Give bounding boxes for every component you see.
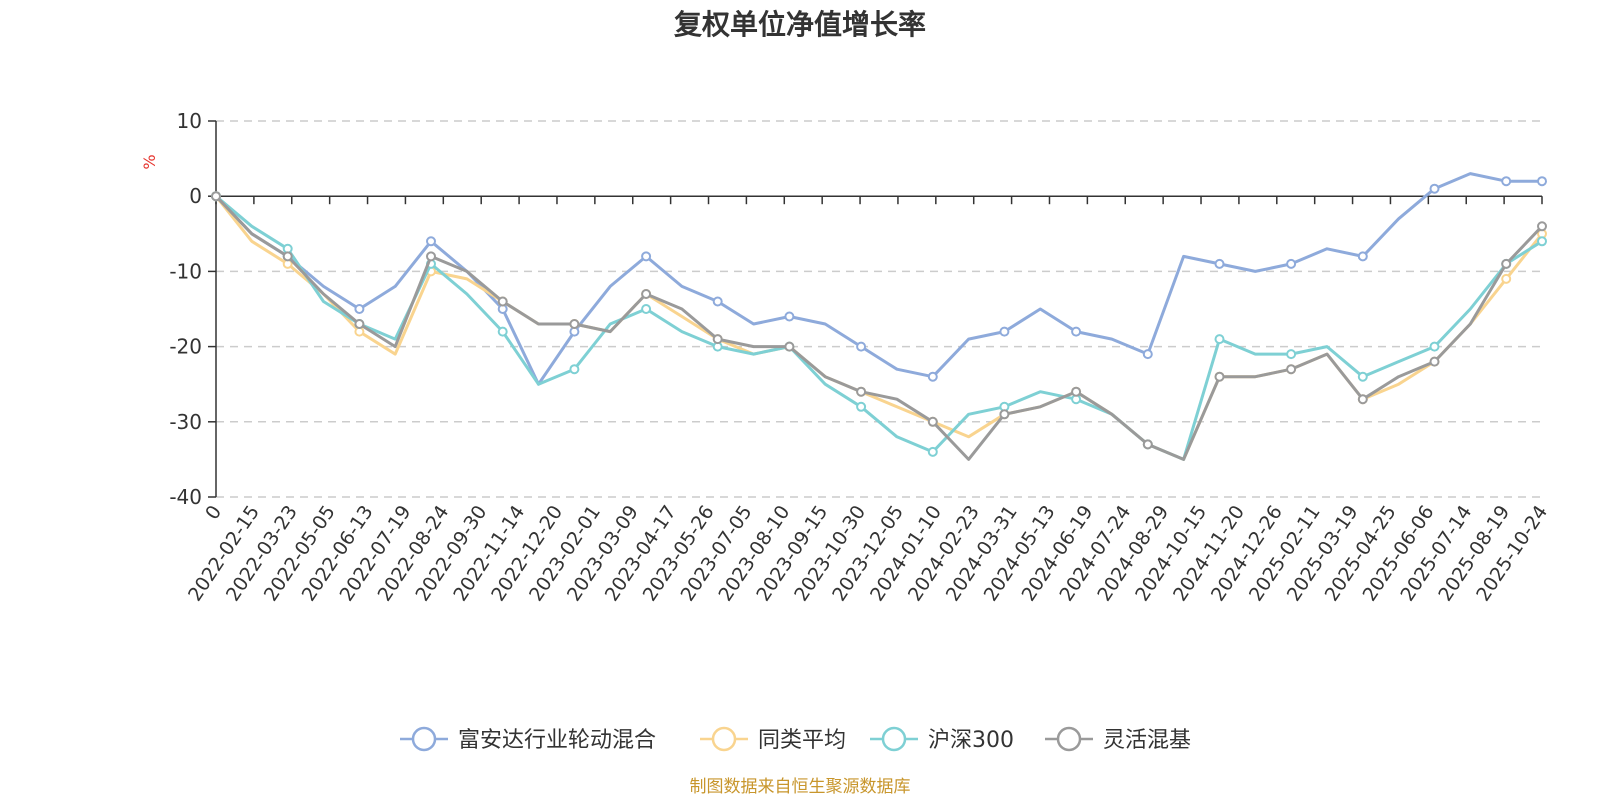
legend-label: 灵活混基 (1103, 728, 1191, 753)
data-point (1357, 371, 1368, 382)
x-tick-label: 0 (201, 501, 226, 523)
data-point (1501, 258, 1512, 269)
legend-item-3[interactable]: 灵活混基 (1045, 726, 1191, 753)
y-tick-label: -40 (169, 485, 202, 509)
data-point (211, 191, 221, 202)
series-line-2 (215, 195, 1543, 461)
data-point (1429, 183, 1440, 194)
data-point (1286, 364, 1297, 375)
legend-swatch-marker (1056, 726, 1082, 752)
series-line-3 (214, 195, 1544, 461)
data-point (927, 446, 938, 457)
data-point (1501, 273, 1512, 284)
data-point (856, 401, 867, 412)
data-point (1357, 394, 1368, 405)
data-point (497, 326, 508, 337)
data-point (1071, 326, 1082, 337)
data-point (641, 289, 652, 299)
data-point (426, 236, 436, 247)
legend-swatch-marker (411, 726, 437, 752)
data-point (354, 304, 365, 314)
data-point (282, 251, 293, 262)
source-note: 制图数据来自恒生聚源数据库 (690, 777, 911, 797)
chart-title: 复权单位净值增长率 (674, 8, 926, 41)
y-tick-label: -20 (169, 335, 202, 359)
data-point (1142, 439, 1153, 450)
data-point (927, 416, 938, 427)
legend-item-1[interactable]: 同类平均 (700, 726, 846, 753)
legend-swatch-marker (711, 726, 737, 752)
data-point (712, 334, 723, 345)
legend-label: 沪深300 (928, 728, 1014, 753)
legend-label: 同类平均 (758, 728, 846, 753)
data-point (354, 319, 365, 329)
y-axis-unit-label: % (140, 154, 159, 169)
axes: 100-10-20-30-4002022-02-152022-03-232022… (169, 109, 1552, 605)
legend-label: 富安达行业轮动混合 (458, 728, 656, 753)
y-tick-label: -30 (169, 410, 202, 434)
data-point (1357, 251, 1368, 262)
legend[interactable]: 富安达行业轮动混合 同类平均 沪深300 灵活混基 (400, 726, 1191, 753)
series-lines (211, 172, 1547, 461)
data-point (927, 371, 938, 382)
data-point (712, 296, 723, 307)
data-point (1537, 236, 1547, 247)
data-point (999, 409, 1010, 420)
legend-item-0[interactable]: 富安达行业轮动混合 (400, 726, 656, 753)
y-tick-label: 10 (177, 109, 202, 133)
y-tick-label: -10 (169, 259, 202, 283)
data-point (1501, 176, 1512, 187)
data-point (569, 319, 580, 329)
data-point (1537, 176, 1547, 187)
data-point (784, 341, 795, 352)
data-point (1214, 371, 1225, 382)
data-point (1071, 386, 1082, 397)
data-point (1214, 258, 1225, 269)
data-point (856, 341, 867, 352)
data-point (1429, 356, 1440, 367)
data-point (1429, 341, 1440, 352)
data-point (1286, 258, 1297, 269)
legend-swatch-marker (881, 726, 907, 752)
data-point (569, 364, 580, 375)
data-point (1286, 349, 1297, 360)
data-point (784, 311, 795, 322)
data-point (497, 296, 508, 307)
data-point (641, 251, 652, 262)
legend-item-2[interactable]: 沪深300 (870, 726, 1014, 753)
data-point (1214, 334, 1225, 345)
data-point (856, 386, 867, 397)
series-line-0 (214, 172, 1542, 386)
data-point (1537, 221, 1547, 232)
data-point (999, 326, 1010, 337)
data-point (426, 251, 436, 262)
data-point (641, 304, 652, 314)
y-tick-label: 0 (189, 184, 202, 208)
data-point (1142, 349, 1153, 360)
